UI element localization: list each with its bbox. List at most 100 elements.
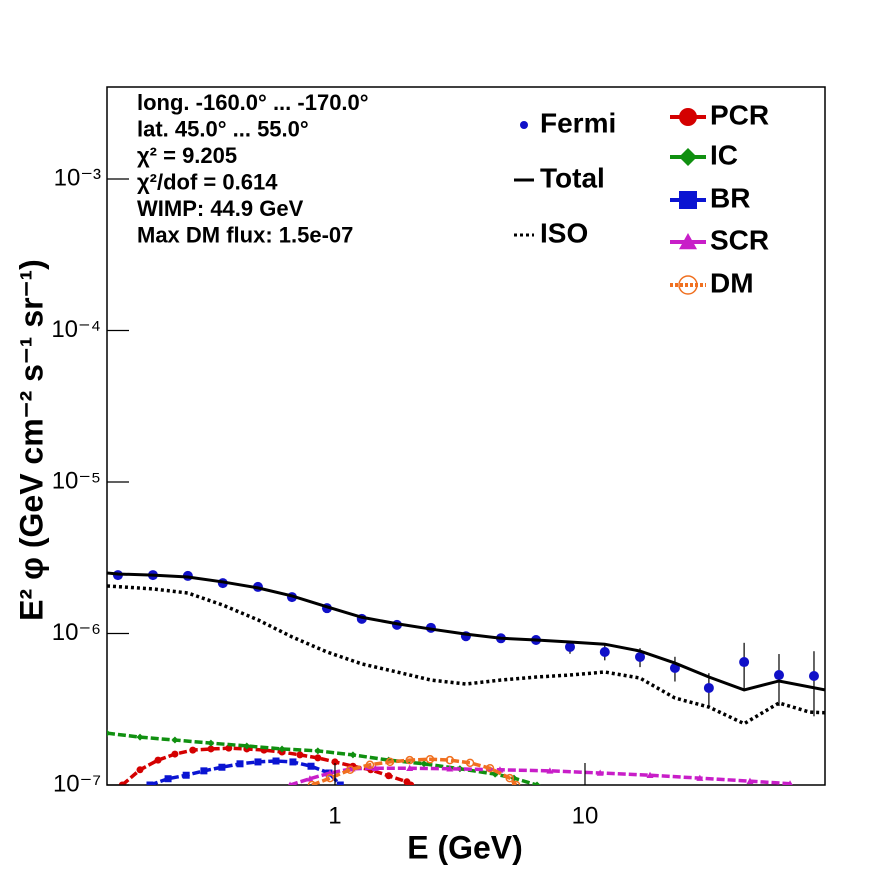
marker bbox=[136, 733, 144, 741]
marker bbox=[218, 763, 226, 771]
marker bbox=[325, 773, 335, 783]
marker bbox=[171, 736, 179, 744]
legend-label: PCR bbox=[710, 99, 769, 130]
legend-entry: DM bbox=[670, 267, 754, 298]
marker bbox=[679, 148, 697, 166]
series-line bbox=[107, 584, 825, 726]
marker bbox=[445, 755, 455, 765]
legend-entry: SCR bbox=[670, 224, 769, 255]
x-tick-label: 1 bbox=[328, 802, 341, 829]
annotation: χ² = 9.205 bbox=[137, 143, 237, 168]
legend-label: SCR bbox=[710, 224, 769, 255]
annotation: lat. 45.0° ... 55.0° bbox=[137, 116, 309, 141]
marker bbox=[314, 754, 322, 762]
marker bbox=[808, 671, 819, 682]
marker bbox=[385, 757, 395, 767]
marker bbox=[207, 745, 215, 753]
marker bbox=[533, 781, 541, 785]
marker bbox=[696, 774, 704, 781]
marker bbox=[254, 758, 262, 766]
annotation: χ²/dof = 0.614 bbox=[137, 169, 278, 194]
marker bbox=[207, 739, 215, 747]
plot-area bbox=[107, 570, 825, 785]
marker bbox=[679, 108, 697, 126]
marker bbox=[331, 758, 339, 766]
marker bbox=[679, 191, 697, 209]
marker bbox=[164, 775, 172, 783]
y-tick-label: 10⁻⁷ bbox=[53, 770, 101, 797]
marker bbox=[465, 758, 475, 768]
marker bbox=[405, 755, 414, 765]
marker bbox=[189, 746, 197, 754]
marker bbox=[406, 764, 414, 772]
marker bbox=[446, 765, 454, 772]
marker bbox=[136, 766, 144, 774]
x-tick-label: 10 bbox=[572, 802, 599, 829]
y-tick-label: 10⁻³ bbox=[54, 164, 101, 191]
marker bbox=[296, 751, 304, 759]
y-tick-label: 10⁻⁶ bbox=[52, 619, 101, 646]
marker bbox=[200, 767, 208, 775]
marker bbox=[599, 646, 610, 657]
marker bbox=[520, 121, 528, 129]
marker bbox=[365, 760, 375, 770]
marker bbox=[420, 760, 428, 768]
series-line bbox=[289, 766, 791, 785]
annotation: WIMP: 44.9 GeV bbox=[137, 196, 304, 221]
marker bbox=[182, 771, 190, 779]
legend-entry: Fermi bbox=[520, 107, 616, 138]
marker bbox=[171, 750, 179, 758]
legend-label: IC bbox=[710, 139, 738, 170]
marker bbox=[336, 781, 344, 785]
legend-label: ISO bbox=[540, 217, 588, 248]
marker bbox=[546, 767, 554, 774]
marker bbox=[425, 754, 435, 764]
marker bbox=[306, 775, 314, 782]
marker bbox=[146, 781, 154, 785]
marker bbox=[289, 758, 297, 766]
marker bbox=[243, 742, 251, 750]
marker bbox=[288, 781, 292, 785]
marker bbox=[787, 780, 793, 785]
legend-label: BR bbox=[710, 182, 750, 213]
marker bbox=[225, 744, 233, 752]
legend-entry: Total bbox=[514, 162, 605, 193]
marker bbox=[107, 729, 111, 737]
legend-entry: BR bbox=[670, 182, 750, 213]
marker bbox=[314, 747, 322, 755]
y-tick-label: 10⁻⁵ bbox=[52, 467, 101, 494]
marker bbox=[326, 769, 334, 776]
marker bbox=[739, 657, 750, 668]
legend-entry: IC bbox=[670, 139, 738, 170]
marker bbox=[407, 781, 415, 785]
annotation: Max DM flux: 1.5e-07 bbox=[137, 222, 353, 247]
marker bbox=[646, 771, 654, 779]
legend-entry: ISO bbox=[514, 217, 588, 248]
marker bbox=[746, 777, 754, 784]
y-tick-label: 10⁻⁴ bbox=[51, 316, 101, 343]
marker bbox=[635, 651, 646, 662]
marker bbox=[703, 682, 714, 693]
annotation: long. -160.0° ... -170.0° bbox=[137, 90, 369, 115]
marker bbox=[505, 773, 514, 783]
marker bbox=[773, 670, 784, 681]
marker bbox=[278, 745, 286, 753]
series-line bbox=[107, 571, 825, 692]
marker bbox=[154, 756, 162, 764]
marker bbox=[371, 764, 379, 772]
marker bbox=[679, 233, 697, 250]
legend-label: DM bbox=[710, 267, 754, 298]
x-axis-title: E (GeV) bbox=[407, 829, 523, 865]
marker bbox=[596, 769, 604, 776]
marker bbox=[307, 762, 315, 770]
marker bbox=[118, 781, 126, 785]
marker bbox=[272, 757, 280, 765]
legend-entry: PCR bbox=[670, 99, 769, 130]
marker bbox=[349, 751, 357, 759]
legend-label: Total bbox=[540, 162, 605, 193]
marker bbox=[511, 780, 521, 785]
marker bbox=[307, 780, 317, 785]
marker bbox=[564, 641, 575, 652]
y-axis-title: E² φ (GeV cm⁻² s⁻¹ sr⁻¹) bbox=[13, 259, 49, 621]
